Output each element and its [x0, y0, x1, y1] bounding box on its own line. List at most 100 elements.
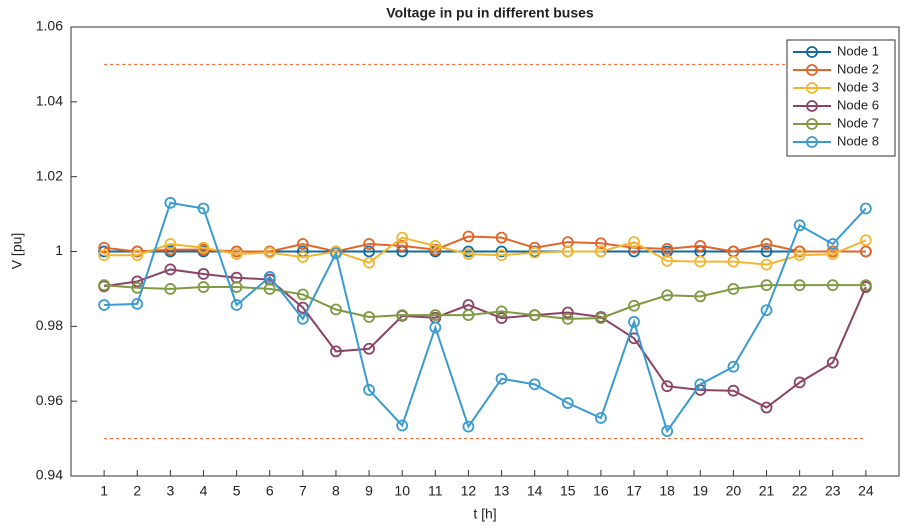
data-point: [462, 248, 475, 261]
data-point: [760, 304, 773, 317]
data-point: [330, 345, 342, 358]
data-point: [98, 241, 111, 254]
data-point: [793, 376, 806, 389]
data-point: [230, 248, 243, 261]
data-point: [561, 245, 574, 258]
data-point: [495, 372, 508, 385]
data-point: [727, 283, 740, 295]
data-point: [197, 202, 210, 215]
data-point: [131, 297, 144, 310]
data-point: [462, 420, 475, 433]
data-point: [263, 271, 276, 283]
data-point: [363, 311, 375, 323]
data-point: [561, 312, 574, 325]
data-point: [396, 419, 409, 432]
y-tick-label: 0.96: [36, 392, 63, 408]
data-point: [164, 263, 177, 276]
data-point: [661, 254, 674, 267]
data-point: [628, 299, 640, 312]
data-point: [760, 258, 773, 271]
data-point: [859, 279, 872, 292]
data-point: [495, 231, 508, 244]
chart-title: Voltage in pu in different buses: [386, 5, 594, 21]
x-tick-label: 15: [560, 483, 576, 499]
data-point: [528, 309, 541, 322]
data-point: [296, 238, 309, 250]
data-point: [793, 279, 806, 292]
legend-marker: [806, 82, 818, 94]
data-point: [429, 243, 442, 256]
data-point: [396, 309, 409, 322]
data-point: [131, 245, 144, 258]
data-point: [628, 315, 640, 328]
data-point: [859, 202, 872, 215]
x-tick-label: 4: [200, 483, 208, 499]
y-tick-label: 1.06: [36, 18, 63, 34]
data-point: [727, 360, 740, 373]
data-point: [528, 378, 541, 391]
series-line: [103, 268, 867, 409]
data-point: [528, 246, 541, 259]
data-point: [495, 245, 508, 258]
x-tick-label: 17: [626, 483, 642, 499]
data-point: [363, 238, 375, 250]
data-point: [661, 425, 674, 438]
x-tick-label: 7: [299, 483, 307, 499]
data-point: [462, 309, 475, 322]
data-point: [760, 238, 773, 250]
data-point: [793, 245, 806, 258]
legend-label: Node 6: [837, 97, 879, 112]
data-point: [727, 255, 740, 268]
legend-marker: [806, 64, 818, 76]
data-point: [396, 239, 409, 252]
data-point: [429, 321, 442, 334]
data-point: [760, 401, 773, 414]
data-point: [296, 288, 309, 301]
y-axis-label: V [pu]: [9, 233, 25, 270]
data-point: [826, 279, 839, 292]
data-point: [561, 306, 574, 319]
x-tick-label: 11: [428, 483, 443, 499]
data-point: [462, 230, 475, 243]
data-point: [495, 249, 508, 262]
data-point: [164, 196, 177, 209]
x-tick-label: 9: [365, 483, 373, 499]
series-line: [104, 201, 867, 434]
data-point: [694, 255, 707, 268]
x-tick-label: 1: [100, 483, 108, 499]
x-tick-label: 16: [593, 483, 609, 499]
x-tick-label: 14: [527, 483, 543, 499]
legend-label: Node 7: [837, 115, 879, 130]
x-axis-label: t [h]: [473, 506, 496, 522]
data-point: [230, 281, 243, 293]
data-point: [760, 279, 773, 292]
data-point: [859, 245, 872, 258]
x-tick-label: 8: [332, 483, 340, 499]
legend-marker: [806, 118, 818, 130]
y-tick-label: 1: [55, 242, 63, 258]
data-point: [628, 236, 640, 249]
data-point: [330, 303, 342, 316]
data-point: [98, 279, 111, 292]
data-point: [495, 305, 508, 318]
data-point: [296, 251, 309, 264]
data-point: [230, 299, 243, 311]
y-tick-label: 1.02: [36, 167, 63, 183]
legend-box: [786, 39, 896, 157]
legend-label: Node 1: [837, 43, 879, 58]
data-point: [197, 241, 210, 254]
legend-marker: [806, 136, 818, 148]
data-point: [164, 238, 177, 250]
data-point: [98, 249, 111, 262]
data-point: [694, 290, 707, 303]
data-point: [826, 238, 839, 250]
legend-marker: [806, 100, 818, 112]
x-tick-label: 13: [494, 483, 510, 499]
x-tick-label: 3: [166, 483, 174, 499]
data-point: [263, 283, 276, 295]
data-point: [661, 289, 674, 302]
data-point: [296, 312, 309, 325]
x-tick-label: 24: [858, 483, 874, 499]
